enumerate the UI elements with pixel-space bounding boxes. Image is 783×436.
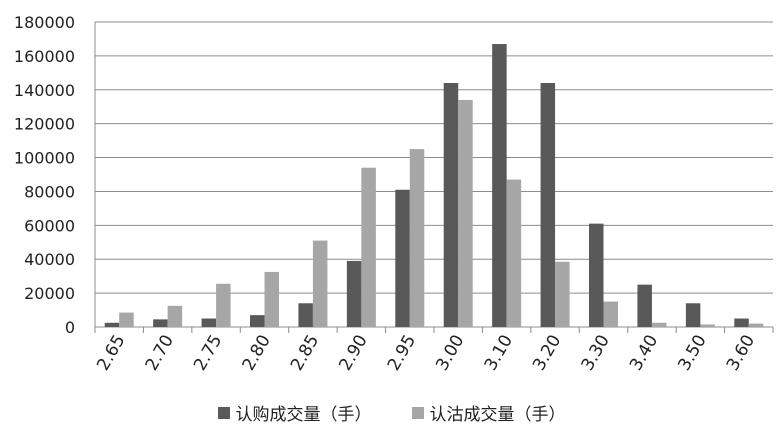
legend-item-call: 认购成交量（手） <box>217 400 372 425</box>
x-tick-label: 2.90 <box>335 332 371 375</box>
legend-item-put: 认沽成交量（手） <box>411 400 566 425</box>
bar-chart-svg: 0 20000 40000 60000 80000 100000 120000 140000 1… <box>14 13 774 375</box>
bar-put <box>748 323 764 327</box>
bar-call <box>443 83 459 327</box>
legend: 认购成交量（手） 认沽成交量（手） <box>0 400 783 425</box>
x-tick-label: 2.80 <box>239 332 275 375</box>
y-tick-label: 160000 <box>14 47 75 66</box>
legend-swatch-put <box>411 406 424 419</box>
legend-swatch-call <box>217 406 230 419</box>
bar-call <box>540 83 556 327</box>
bar-call <box>685 303 701 327</box>
bar-call <box>153 319 168 327</box>
y-tick-label: 20000 <box>24 284 75 303</box>
x-tick-label: 3.20 <box>529 332 565 375</box>
bar-call <box>201 318 217 327</box>
bar-put <box>603 301 618 327</box>
bar-put <box>700 324 715 327</box>
bar-put <box>651 322 667 327</box>
bar-call <box>492 44 507 328</box>
x-tick-label: 3.00 <box>432 332 468 375</box>
x-tick-label: 3.60 <box>723 332 759 375</box>
bar-put <box>167 305 183 327</box>
x-tick-label: 2.65 <box>93 332 129 375</box>
y-tick-label: 120000 <box>14 115 75 134</box>
bar-call <box>734 318 749 327</box>
bar-call <box>298 303 313 327</box>
x-tick-label: 3.30 <box>578 332 614 375</box>
y-tick-label: 0 <box>65 318 75 337</box>
bar-call <box>395 189 410 327</box>
bar-call <box>637 284 652 327</box>
x-tick-label: 3.10 <box>481 332 517 375</box>
y-tick-label: 60000 <box>24 216 75 235</box>
x-tick-label: 3.40 <box>626 332 662 375</box>
legend-label-call: 认购成交量（手） <box>235 405 372 425</box>
bar-put <box>458 99 473 327</box>
bar-put <box>264 271 279 327</box>
bar-put <box>216 283 231 327</box>
y-tick-label: 40000 <box>24 250 75 269</box>
y-tick-label: 140000 <box>14 81 75 100</box>
legend-label-put: 认沽成交量（手） <box>429 405 566 425</box>
bar-put <box>312 240 328 327</box>
x-tick-label: 2.75 <box>190 332 226 375</box>
x-tick-label: 2.70 <box>142 332 178 375</box>
bar-call <box>589 223 604 327</box>
bar-call <box>250 315 265 327</box>
bar-put <box>555 261 570 327</box>
bar-call <box>104 322 120 327</box>
y-tick-label: 180000 <box>14 13 75 32</box>
x-tick-label: 3.50 <box>674 332 710 375</box>
bar-put <box>409 149 425 327</box>
bar-put <box>506 179 522 327</box>
bar-call <box>346 260 362 327</box>
bar-put <box>361 167 376 327</box>
y-tick-label: 80000 <box>24 182 75 201</box>
x-tick-label: 2.95 <box>384 332 420 375</box>
x-tick-label: 2.85 <box>287 332 323 375</box>
bar-put <box>119 312 134 327</box>
y-tick-label: 100000 <box>14 149 75 168</box>
